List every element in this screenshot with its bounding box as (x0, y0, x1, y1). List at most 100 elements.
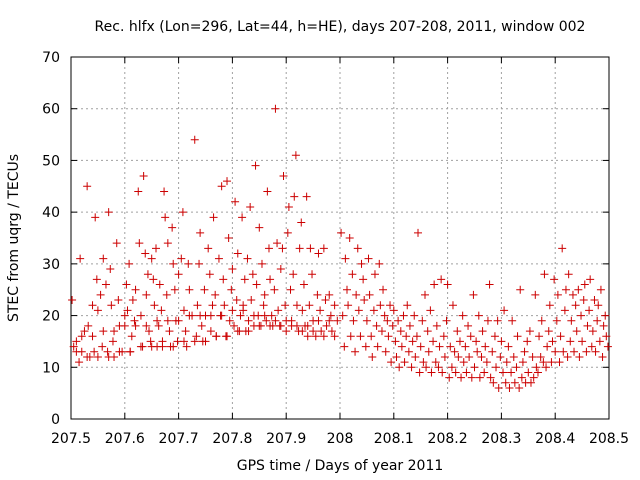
data-point (197, 321, 206, 330)
x-tick-label: 208.3 (481, 431, 521, 447)
data-point (338, 311, 347, 320)
y-tick-label: 30 (42, 257, 60, 273)
data-point (395, 363, 404, 372)
data-point (259, 301, 268, 310)
data-point (502, 358, 511, 367)
data-point (136, 342, 145, 351)
data-point (223, 177, 232, 186)
data-point (252, 280, 261, 289)
data-point (415, 368, 424, 377)
data-point (205, 270, 214, 279)
data-point (396, 327, 405, 336)
data-point (402, 332, 411, 341)
data-point (470, 363, 479, 372)
data-point (92, 275, 101, 284)
data-point (195, 259, 204, 268)
data-point (264, 244, 273, 253)
data-point (163, 239, 172, 248)
data-point (282, 327, 291, 336)
data-point (405, 321, 414, 330)
data-point (466, 332, 475, 341)
data-point (155, 280, 164, 289)
data-point (319, 244, 328, 253)
data-point (69, 342, 78, 351)
data-point (251, 161, 260, 170)
data-point (260, 311, 269, 320)
data-point (437, 275, 446, 284)
data-point (485, 280, 494, 289)
data-point (414, 228, 423, 237)
data-point (112, 239, 121, 248)
data-point (361, 342, 370, 351)
data-point (209, 213, 218, 222)
data-point (286, 285, 295, 294)
data-point (231, 197, 240, 206)
data-point (400, 358, 409, 367)
data-point (477, 352, 486, 361)
data-point (455, 337, 464, 346)
data-point (316, 306, 325, 315)
data-point (311, 332, 320, 341)
data-point (284, 202, 293, 211)
data-point (98, 342, 107, 351)
data-point (174, 316, 183, 325)
data-point (142, 321, 151, 330)
data-point (386, 301, 395, 310)
data-point (432, 321, 441, 330)
data-point (598, 352, 607, 361)
data-point (564, 270, 573, 279)
data-point (494, 383, 503, 392)
data-point (580, 280, 589, 289)
data-point (531, 290, 540, 299)
data-point (450, 347, 459, 356)
data-point (273, 239, 282, 248)
data-point (93, 352, 102, 361)
data-point (404, 347, 413, 356)
y-tick-label: 0 (51, 412, 60, 428)
data-point (291, 151, 300, 160)
data-point (435, 342, 444, 351)
y-axis-label: STEC from uqrg / TECUs (6, 154, 22, 322)
data-point (325, 316, 334, 325)
data-point (360, 296, 369, 305)
data-point (290, 192, 299, 201)
data-point (493, 316, 502, 325)
data-point (356, 332, 365, 341)
data-point (497, 337, 506, 346)
data-point (101, 280, 110, 289)
data-point (314, 249, 323, 258)
data-point (306, 244, 315, 253)
data-point (196, 228, 205, 237)
data-point (508, 316, 517, 325)
data-point (464, 321, 473, 330)
data-point (276, 265, 285, 274)
data-point (255, 321, 264, 330)
data-point (418, 316, 427, 325)
data-point (185, 285, 194, 294)
data-point (192, 332, 201, 341)
y-tick-labels: 0 10 20 30 40 50 60 70 (42, 50, 60, 428)
data-point (447, 363, 456, 372)
x-tick-label: 208.2 (428, 431, 468, 447)
data-point (442, 316, 451, 325)
data-point (516, 285, 525, 294)
data-point (217, 311, 226, 320)
data-point (500, 306, 509, 315)
data-point (292, 301, 301, 310)
data-point (593, 316, 602, 325)
data-point (551, 347, 560, 356)
data-point (515, 383, 524, 392)
data-point (340, 342, 349, 351)
data-point (472, 337, 481, 346)
data-point (429, 337, 438, 346)
data-point (588, 327, 597, 336)
data-point (570, 347, 579, 356)
data-point (154, 321, 163, 330)
data-point (535, 332, 544, 341)
data-point (182, 342, 191, 351)
x-tick-label: 208.1 (374, 431, 414, 447)
data-point (281, 301, 290, 310)
data-point (489, 378, 498, 387)
data-point (586, 275, 595, 284)
